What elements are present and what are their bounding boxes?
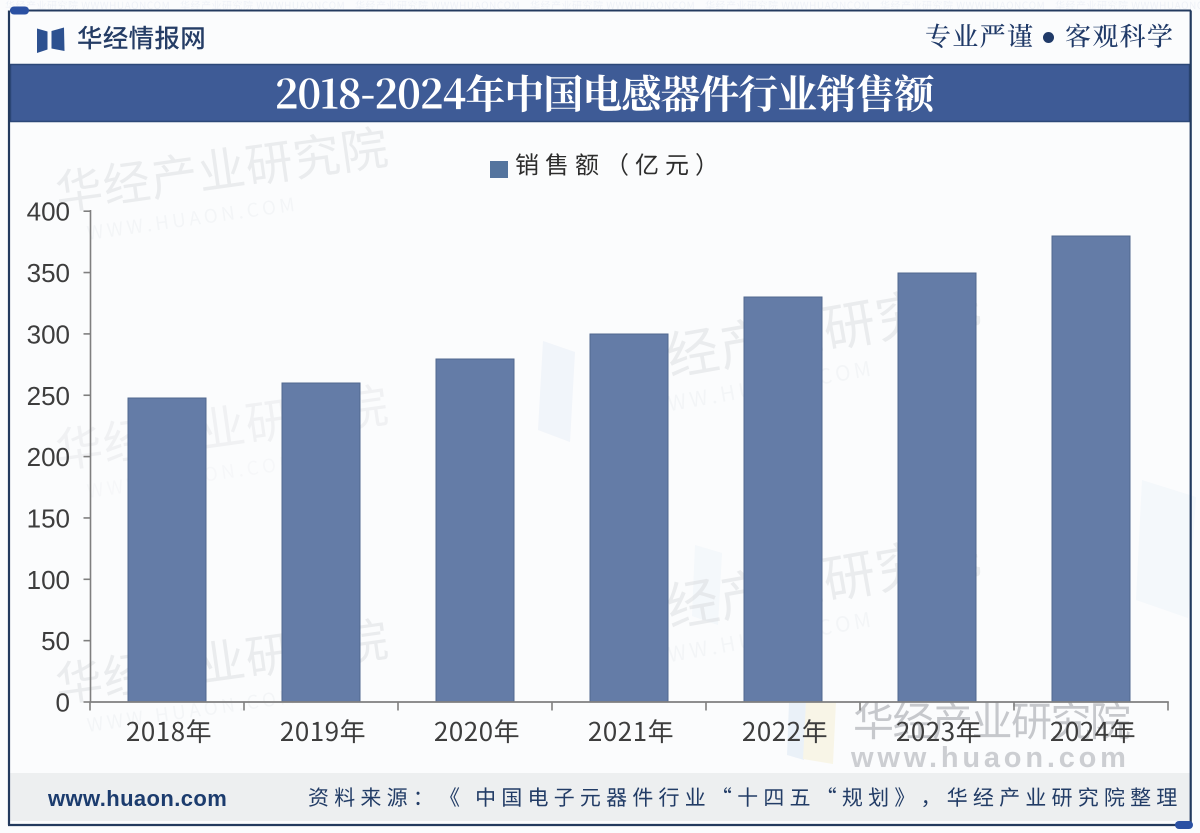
svg-text:100: 100 <box>27 565 70 595</box>
svg-text:www.huaon.com: www.huaon.com <box>47 786 227 811</box>
svg-text:150: 150 <box>27 503 70 533</box>
svg-text:400: 400 <box>27 197 70 227</box>
svg-text:50: 50 <box>41 626 70 656</box>
svg-text:250: 250 <box>27 381 70 411</box>
svg-text:300: 300 <box>27 319 70 349</box>
svg-text:200: 200 <box>27 442 70 472</box>
svg-text:www.huaon.com: www.huaon.com <box>850 742 1130 774</box>
svg-text:0: 0 <box>56 688 70 718</box>
svg-text:350: 350 <box>27 258 70 288</box>
